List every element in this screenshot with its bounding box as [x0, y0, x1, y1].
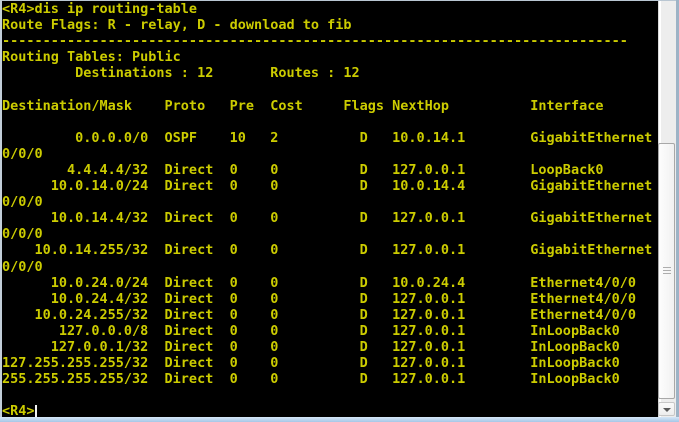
window-border-bottom — [0, 417, 679, 422]
scroll-down-button[interactable] — [658, 402, 675, 416]
chevron-down-icon — [662, 407, 671, 412]
window-border-right — [676, 0, 679, 417]
scrollbar-thumb[interactable] — [658, 143, 675, 399]
terminal-cursor — [35, 405, 37, 419]
window-border-top — [0, 0, 679, 1]
window-border-left — [0, 0, 2, 417]
scrollbar-grip-icon — [662, 267, 671, 275]
terminal-output[interactable]: <R4>dis ip routing-table Route Flags: R … — [2, 1, 653, 420]
scrollbar[interactable] — [658, 1, 676, 417]
